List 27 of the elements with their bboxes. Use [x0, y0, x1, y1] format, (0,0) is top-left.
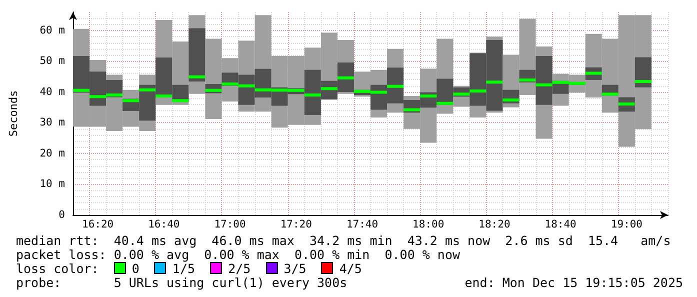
- x-tick-label: 18:00: [412, 218, 444, 230]
- y-tick-label: 30 m: [40, 116, 65, 129]
- y-tick-label: 60 m: [40, 24, 65, 36]
- x-tick-label: 16:20: [82, 218, 114, 230]
- text: loss color:: [16, 261, 100, 276]
- text: packet loss: 0.00 % avg 0.00 % max 0.00 % min 0.00 % now: [16, 247, 460, 262]
- y-tick-label: 50 m: [40, 55, 65, 68]
- x-tick-label: 19:00: [610, 218, 642, 230]
- text: end: Mon Dec 15 19:15:05 2025: [464, 275, 683, 290]
- text: median rtt: 40.4 ms avg 46.0 ms max 34.2 ms min 43.2 ms now 2.6 ms sd 15.4 am/s: [16, 233, 671, 248]
- x-tick-label: 16:40: [148, 218, 180, 230]
- text: 4/5: [339, 261, 363, 276]
- y-tick-label: 20 m: [40, 147, 65, 160]
- text: 3/5: [284, 261, 308, 276]
- x-tick-label: 18:40: [544, 218, 576, 230]
- text: 1/5: [172, 261, 196, 276]
- text: 0: [132, 261, 140, 276]
- y-tick-label: 10 m: [40, 178, 65, 190]
- text: probe: 5 URLs using curl(1) every 300s: [16, 275, 348, 290]
- x-tick-label: 17:40: [346, 218, 378, 230]
- x-tick-label: 17:00: [214, 218, 246, 230]
- y-tick-label: 40 m: [40, 86, 65, 98]
- y-axis-title: Seconds: [7, 90, 20, 137]
- text: 2/5: [228, 261, 252, 276]
- y-tick-label: 0: [58, 209, 65, 221]
- x-tick-label: 18:20: [478, 218, 510, 230]
- x-tick-label: 17:20: [280, 218, 312, 230]
